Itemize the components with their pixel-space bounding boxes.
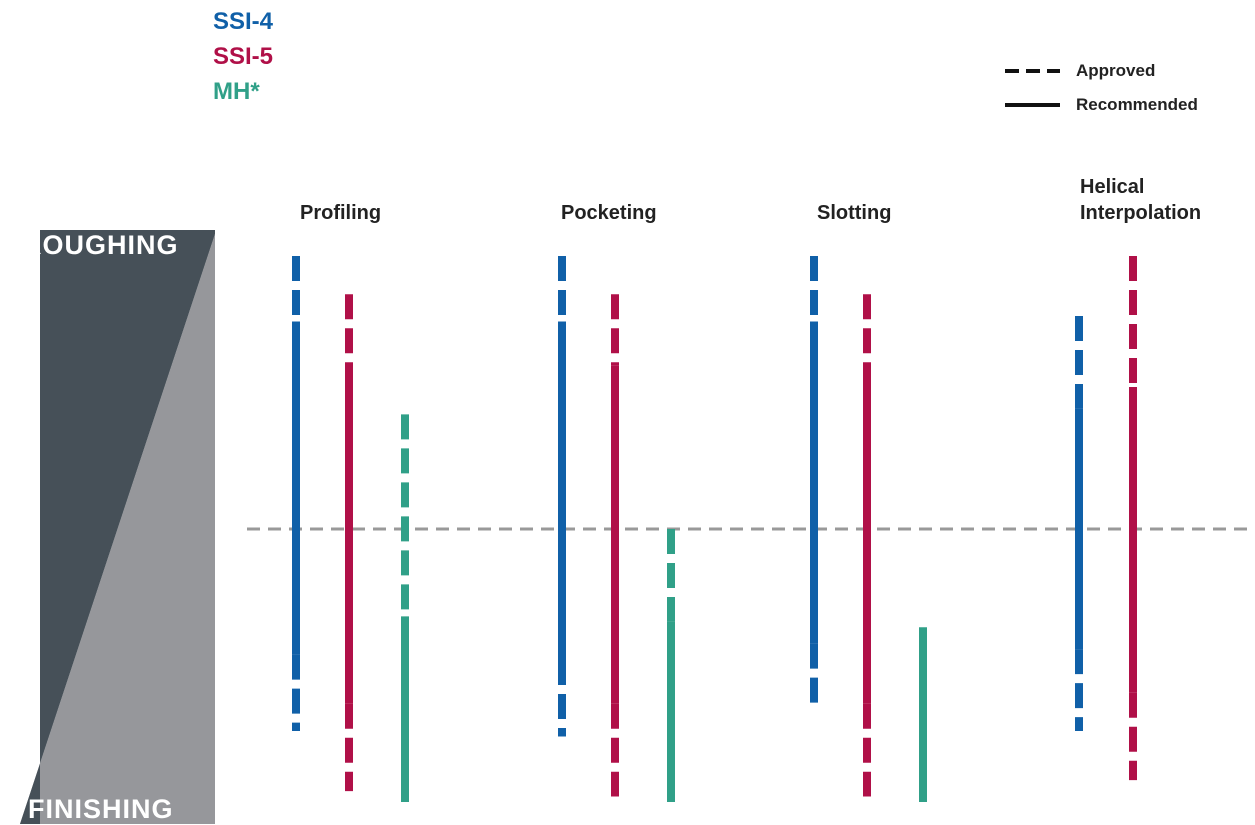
category-label-pocketing: Pocketing [561, 202, 657, 224]
legend-recommended: Recommended [1005, 88, 1198, 122]
solid-swatch [1005, 103, 1060, 107]
scale-dark-region [20, 230, 215, 824]
legend-mh: MH* [213, 78, 260, 105]
roughing-label: ROUGHING [22, 230, 179, 260]
category-label-helical: Helical Interpolation [1080, 176, 1202, 224]
legend-approved: Approved [1005, 54, 1198, 88]
series-legend: SSI-4 SSI-5 MH* [213, 4, 273, 109]
legend-ssi5: SSI-5 [213, 43, 274, 70]
finishing-label: FINISHING [28, 794, 174, 824]
range-bars [292, 256, 1137, 802]
category-label-profiling: Profiling [300, 202, 382, 224]
dashed-swatch [1005, 69, 1060, 73]
category-label-slotting: Slotting [817, 202, 892, 224]
legend-recommended-label: Recommended [1076, 95, 1198, 114]
legend-approved-label: Approved [1076, 61, 1156, 80]
legend-ssi4: SSI-4 [213, 8, 274, 35]
line-style-legend: Approved Recommended [1005, 54, 1198, 122]
